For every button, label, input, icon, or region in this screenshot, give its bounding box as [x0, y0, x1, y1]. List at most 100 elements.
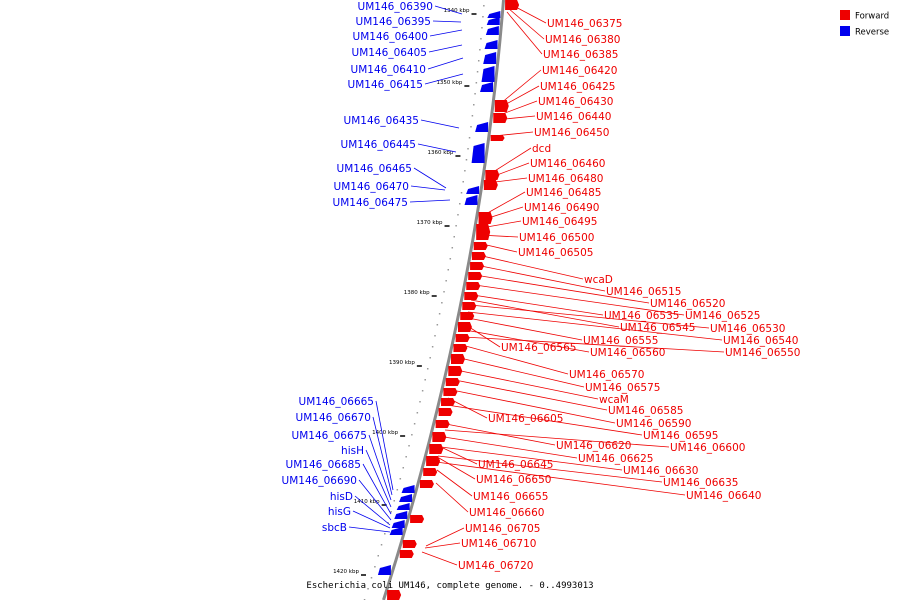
legend-reverse-swatch [840, 26, 850, 36]
forward-gene [493, 113, 508, 123]
gene-label-forward: UM146_06590 [616, 418, 691, 430]
kbp-label: 1360 kbp [428, 150, 454, 156]
leader-line-forward [438, 457, 476, 480]
forward-gene [423, 468, 438, 476]
gene-label-reverse: UM146_06665 [299, 396, 374, 408]
forward-gene [494, 100, 509, 112]
gene-label-forward: UM146_06460 [530, 158, 605, 170]
reverse-gene [487, 11, 501, 18]
reverse-gene [394, 511, 408, 519]
kbp-label: 1390 kbp [389, 360, 415, 366]
gene-label-reverse: UM146_06445 [341, 139, 416, 151]
scale-dot [481, 27, 483, 29]
scale-dot [374, 566, 376, 568]
scale-dot [408, 445, 410, 447]
reverse-gene [475, 122, 489, 132]
gene-label-forward: UM146_06640 [686, 490, 761, 502]
scale-dot [471, 115, 474, 117]
leader-line-reverse [420, 119, 460, 129]
scale-dot [421, 390, 424, 392]
gene-label-reverse: UM146_06685 [286, 459, 361, 471]
leader-line-reverse [365, 449, 392, 508]
gene-label-forward: UM146_06495 [522, 216, 597, 228]
gene-label-reverse: UM146_06400 [353, 31, 428, 43]
forward-gene [476, 224, 491, 240]
forward-gene [466, 282, 481, 290]
forward-gene [445, 378, 460, 386]
gene-label-reverse: UM146_06390 [358, 1, 433, 13]
leader-line-forward [435, 461, 686, 496]
forward-gene [478, 212, 493, 224]
scale-dot [453, 236, 455, 238]
leader-line-forward [440, 446, 623, 471]
leader-line-forward [461, 344, 569, 375]
gene-label-reverse: UM146_06415 [348, 79, 423, 91]
gene-label-forward: UM146_06515 [606, 286, 681, 298]
leader-line-forward [472, 294, 604, 316]
gene-label-forward: UM146_06650 [476, 474, 551, 486]
leader-line-reverse [427, 57, 464, 70]
legend: Forward Reverse [840, 10, 889, 38]
scale-dot [457, 214, 459, 216]
forward-gene [435, 420, 450, 428]
scale-dot [482, 16, 484, 18]
legend-forward-label: Forward [855, 12, 889, 22]
leader-line-forward [507, 7, 545, 40]
gene-label-forward: UM146_06430 [538, 96, 613, 108]
scale-dot [460, 192, 463, 194]
leader-line-forward [454, 379, 608, 411]
leader-line-forward [506, 11, 543, 55]
gene-label-forward: UM146_06440 [536, 111, 611, 123]
scale-dot [483, 5, 485, 7]
scale-dot [443, 291, 445, 293]
reverse-gene [481, 66, 495, 82]
leader-line-reverse [375, 400, 394, 491]
leader-line-forward [477, 254, 584, 280]
leader-line-forward [455, 369, 599, 400]
forward-gene [462, 302, 477, 310]
scale-dot [445, 280, 447, 282]
gene-label-reverse: hisD [330, 491, 353, 503]
scale-dot [380, 544, 383, 546]
gene-label-forward: UM146_06585 [608, 405, 683, 417]
forward-gene [451, 354, 466, 364]
scale-dot [367, 588, 369, 590]
forward-gene [455, 334, 470, 342]
scale-dot [480, 38, 482, 40]
leader-line-forward [424, 542, 461, 549]
leader-line-reverse [352, 510, 391, 529]
scale-dot [447, 269, 450, 271]
forward-gene [464, 292, 479, 300]
leader-line-reverse [428, 44, 463, 53]
gene-label-forward: UM146_06485 [526, 187, 601, 199]
scale-dot [396, 489, 399, 491]
leader-line-forward [469, 304, 710, 329]
leader-line-reverse [354, 495, 391, 526]
gene-label-forward: UM146_06660 [469, 507, 544, 519]
scale-dot [467, 148, 469, 150]
reverse-gene [466, 186, 480, 194]
gene-label-forward: UM146_06595 [643, 430, 718, 442]
leader-line-reverse [348, 526, 391, 533]
scale-dot [426, 368, 429, 370]
gene-label-forward: UM146_06705 [465, 523, 540, 535]
reverse-gene [391, 520, 405, 528]
gene-label-reverse: UM146_06675 [292, 430, 367, 442]
kbp-label: 1380 kbp [404, 290, 430, 296]
leader-line-forward [475, 264, 606, 292]
scale-dot [429, 357, 431, 359]
gene-labels: UM146_06390 UM146_06395 UM146_06400 UM146_0… [282, 1, 801, 572]
scale-dot [474, 93, 476, 95]
scale-dot [462, 181, 464, 183]
reverse-gene [377, 565, 391, 575]
leader-line-forward [446, 404, 643, 436]
genome-caption: Escherichia coli UM146, complete genome.… [306, 581, 593, 591]
scale-dot [413, 423, 416, 425]
leader-line-forward [470, 299, 620, 328]
reverse-gene [401, 485, 415, 493]
reverse-gene [484, 40, 498, 49]
leader-line-forward [425, 527, 465, 547]
scale-dot [399, 478, 402, 480]
scale-dot [436, 324, 439, 326]
